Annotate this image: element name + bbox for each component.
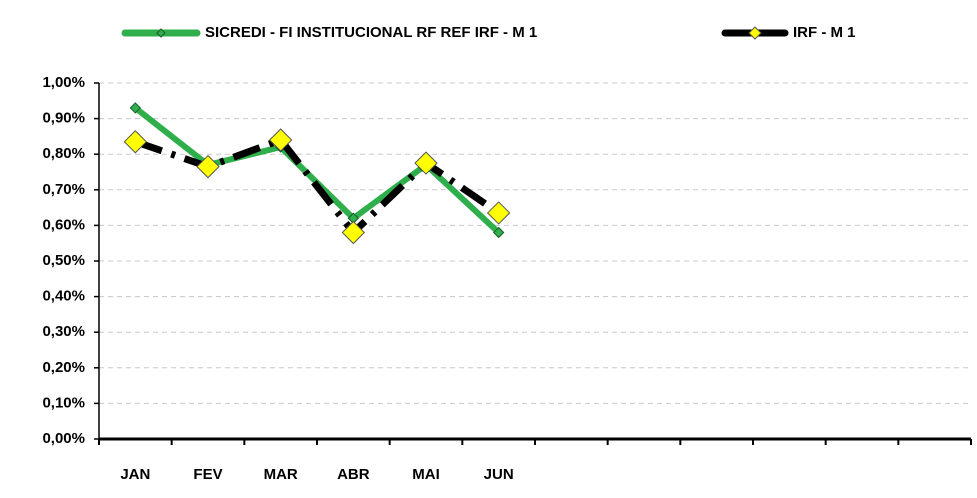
y-tick-label: 1,00% <box>42 74 85 91</box>
x-tick-label: ABR <box>337 466 370 483</box>
y-tick-label: 0,10% <box>42 394 85 411</box>
y-tick-label: 0,50% <box>42 252 85 269</box>
y-tick-label: 0,60% <box>42 216 85 233</box>
series-line <box>134 136 501 237</box>
x-tick-label: MAR <box>264 466 298 483</box>
marker <box>268 128 293 152</box>
x-tick-label: JUN <box>484 466 514 483</box>
legend-marker <box>748 26 762 40</box>
marker <box>341 220 366 245</box>
marker <box>196 154 220 179</box>
y-tick-label: 0,70% <box>42 181 85 198</box>
legend-label: SICREDI - FI INSTITUCIONAL RF REF IRF - … <box>205 24 537 41</box>
legend-label: IRF - M 1 <box>793 24 856 41</box>
marker <box>129 102 142 114</box>
marker <box>414 151 438 175</box>
x-tick-label: MAI <box>412 466 440 483</box>
x-tick-label: FEV <box>193 466 222 483</box>
y-tick-label: 0,00% <box>42 430 85 447</box>
legend-marker <box>156 28 166 38</box>
marker <box>486 201 511 225</box>
marker <box>492 226 505 239</box>
y-tick-label: 0,90% <box>42 110 85 127</box>
y-tick-label: 0,30% <box>42 323 85 340</box>
series-line <box>133 105 501 235</box>
x-tick-label: JAN <box>120 466 150 483</box>
y-tick-label: 0,40% <box>42 288 85 305</box>
marker <box>123 130 148 154</box>
y-tick-label: 0,20% <box>42 359 85 376</box>
y-tick-label: 0,80% <box>42 145 85 162</box>
